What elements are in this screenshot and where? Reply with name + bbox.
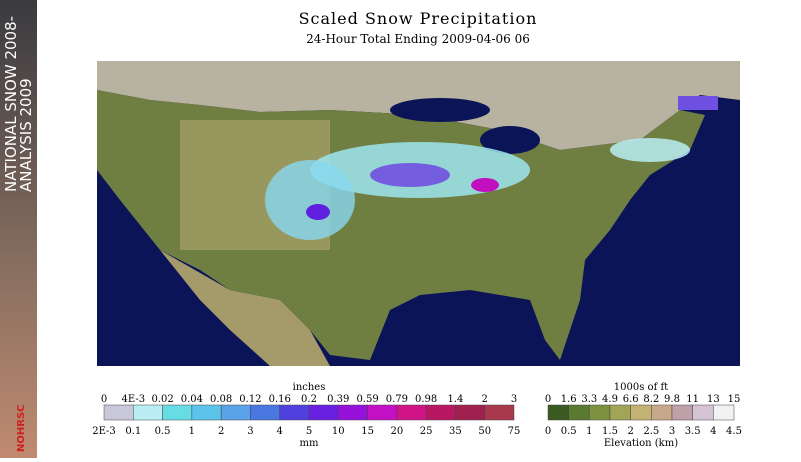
legend-label: 2: [218, 426, 224, 437]
legend-label: 0.1: [125, 426, 141, 437]
map: [97, 61, 740, 366]
legend-label: 20: [390, 426, 403, 437]
legend-label: 75: [508, 426, 521, 437]
legend-label: 0: [101, 394, 107, 405]
legend-swatch: [191, 404, 222, 421]
legend-swatch: [367, 404, 398, 421]
legend-label: 4.9: [602, 394, 618, 405]
lake: [390, 98, 490, 122]
legend-swatch: [568, 404, 590, 421]
legend-swatch: [547, 404, 569, 421]
legend-swatch: [589, 404, 611, 421]
legend-unit: mm: [300, 438, 319, 449]
legend-label: 4.5: [726, 426, 742, 437]
banner-line2: ANALYSIS 2009: [17, 78, 35, 192]
banner-bg: [0, 0, 37, 458]
legend-swatch: [338, 404, 368, 421]
legend-swatch: [162, 404, 193, 421]
legend-swatch: [455, 404, 485, 421]
subtitle: 24-Hour Total Ending 2009-04-06 06: [306, 32, 530, 46]
legend-label: 0: [545, 426, 551, 437]
snow-area: [265, 160, 355, 240]
legend-unit: Elevation (km): [604, 438, 678, 449]
snow-area: [306, 204, 330, 220]
legend-swatch: [425, 404, 456, 421]
snow-area: [370, 163, 450, 187]
legend-label: 1.6: [561, 394, 577, 405]
snow-area: [471, 178, 499, 192]
legend-label: 3: [669, 426, 675, 437]
legend-swatch: [250, 404, 280, 421]
legend-label: 15: [728, 394, 741, 405]
legend-label: 11: [686, 394, 699, 405]
legend-label: 35: [449, 426, 462, 437]
legend-swatch: [630, 404, 652, 421]
legend-label: 3.5: [685, 426, 701, 437]
legend-swatch: [103, 404, 134, 421]
legend-label: 3: [247, 426, 253, 437]
legend-swatch: [692, 404, 714, 421]
legend-label: 3: [511, 394, 517, 405]
legend-label: 4E-3: [121, 394, 145, 405]
legend-swatch: [671, 404, 693, 421]
legend-label: 0.02: [151, 394, 173, 405]
legend-label: 6.6: [623, 394, 639, 405]
legend-unit: inches: [293, 382, 326, 393]
legend-label: 0.5: [155, 426, 171, 437]
legend-swatch: [651, 404, 673, 421]
legend-label: 2: [482, 394, 488, 405]
legend-label: 0.2: [301, 394, 317, 405]
legend-label: 13: [707, 394, 720, 405]
legend-label: 1: [189, 426, 195, 437]
legend-label: 0.12: [239, 394, 261, 405]
legend-label: 0.16: [269, 394, 291, 405]
legend-swatch: [396, 404, 427, 421]
legend-label: 5: [306, 426, 312, 437]
legend-label: 8.2: [643, 394, 659, 405]
legend-label: 0.79: [386, 394, 408, 405]
legend-label: 1.5: [602, 426, 618, 437]
lake: [480, 126, 540, 154]
legend-label: 2: [627, 426, 633, 437]
legend-label: 0.59: [356, 394, 378, 405]
legend-label: 2E-3: [92, 426, 116, 437]
logo: NOHRSC: [16, 405, 27, 452]
legend-label: 3.3: [581, 394, 597, 405]
legend-swatch: [609, 404, 631, 421]
legend-label: 50: [478, 426, 491, 437]
legend-swatch: [713, 404, 735, 421]
legend-label: 2.5: [643, 426, 659, 437]
snow-area: [678, 96, 718, 110]
mexico: [160, 250, 330, 366]
legend-label: 9.8: [664, 394, 680, 405]
legend-label: 1: [586, 426, 592, 437]
legend-label: 0.39: [327, 394, 349, 405]
legend-label: 4: [277, 426, 283, 437]
legend-label: 0.5: [561, 426, 577, 437]
legend-label: 4: [710, 426, 716, 437]
legend-label: 0: [545, 394, 551, 405]
legend-label: 25: [420, 426, 433, 437]
legend-swatch: [308, 404, 339, 421]
snow-area: [610, 138, 690, 162]
legend-swatch: [484, 404, 515, 421]
side-banner: NATIONAL SNOW 2008- ANALYSIS 2009 NOHRSC: [0, 0, 37, 458]
banner-line1: NATIONAL SNOW 2008-: [2, 16, 20, 192]
legend-label: 15: [361, 426, 374, 437]
legend-swatch: [279, 404, 310, 421]
legend-unit: 1000s of ft: [614, 382, 668, 393]
legend-label: 10: [332, 426, 345, 437]
legend-label: 0.04: [181, 394, 203, 405]
legend-label: 0.08: [210, 394, 232, 405]
legend-swatch: [133, 404, 163, 421]
title: Scaled Snow Precipitation: [299, 9, 538, 28]
legend-label: 1.4: [447, 394, 463, 405]
legend-swatch: [220, 404, 251, 421]
legend-label: 0.98: [415, 394, 437, 405]
